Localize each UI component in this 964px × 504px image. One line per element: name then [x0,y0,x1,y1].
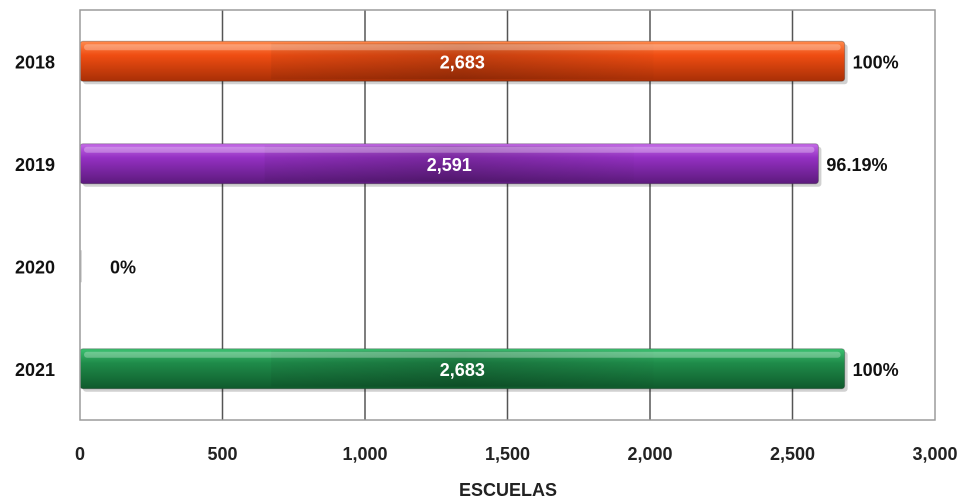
bar-highlight [84,146,815,153]
bar-percent-label: 100% [853,360,899,380]
bar-2020 [80,250,82,283]
plot-area-border [79,9,936,421]
axes: 0 500 1,000 1,500 2,000 2,500 3,000 2018 2019 202… [15,9,958,464]
x-axis-title: ESCUELAS [459,480,557,499]
x-tick-label: 1,500 [485,444,530,464]
x-tick-label: 2,000 [627,444,672,464]
y-category-label: 2021 [15,360,55,380]
bar-percent-label: 0% [110,257,136,277]
x-tick-label: 1,000 [342,444,387,464]
bar-sheen [271,350,654,387]
bar-highlight [84,44,841,51]
bars [79,40,848,392]
y-category-label: 2020 [15,257,55,277]
bar-percent-label: 96.19% [826,155,887,175]
bar-sheen [264,145,634,182]
x-tick-label: 3,000 [912,444,957,464]
data-labels: 2,683 100% 2,591 96.19% 0% 2,683 100% [110,52,899,380]
bar-value-label: 2,683 [440,52,485,72]
bar-value-label: 2,683 [440,360,485,380]
x-tick-label: 500 [207,444,237,464]
y-category-label: 2019 [15,155,55,175]
bar-sheen [271,43,654,80]
bar-percent-label: 100% [853,52,899,72]
bar-highlight [84,351,841,358]
x-tick-label: 2,500 [770,444,815,464]
bar-value-label: 2,591 [427,155,472,175]
x-tick-label: 0 [75,444,85,464]
y-category-label: 2018 [15,52,55,72]
